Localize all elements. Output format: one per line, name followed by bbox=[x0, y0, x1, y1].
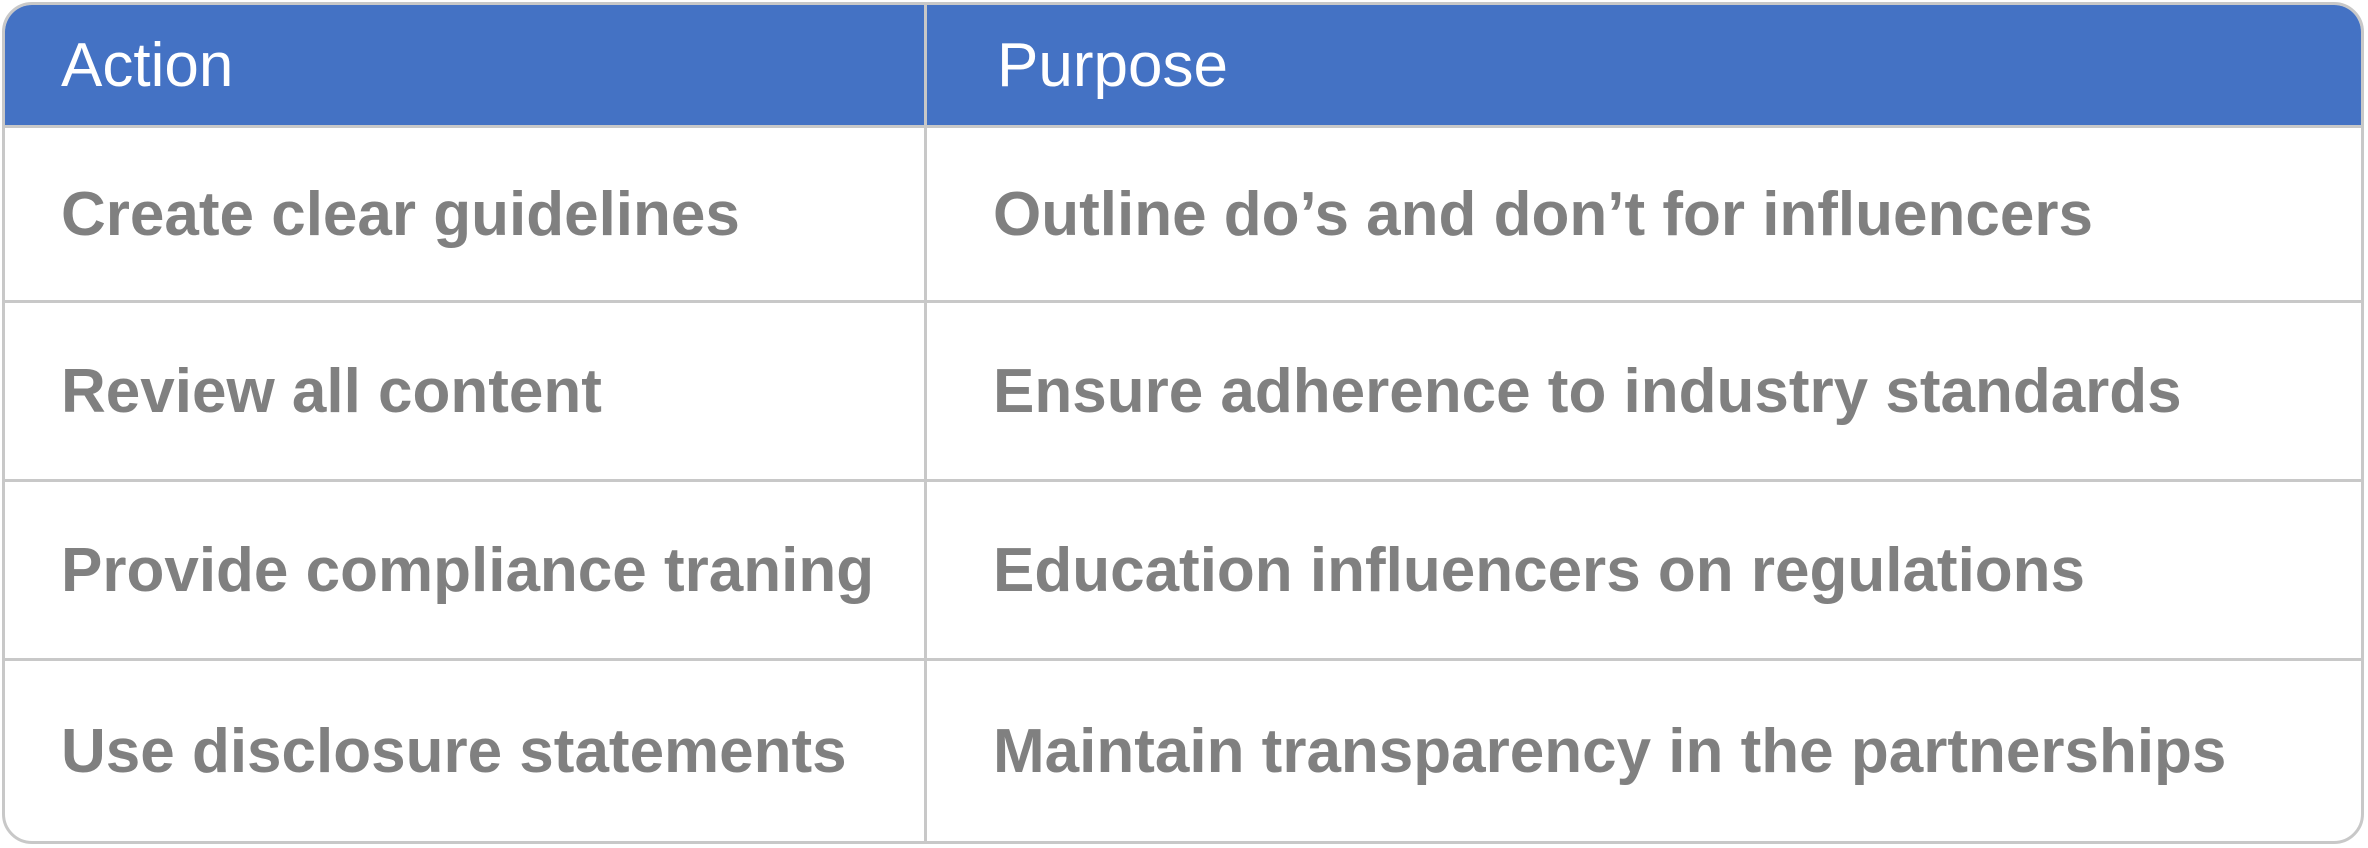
header-action: Action bbox=[5, 5, 927, 125]
action-cell: Provide compliance traning bbox=[5, 482, 927, 658]
table-row: Provide compliance traning Education inf… bbox=[5, 482, 2361, 661]
purpose-cell: Outline do’s and don’t for influencers bbox=[993, 179, 2093, 249]
purpose-cell: Maintain transparency in the partnership… bbox=[993, 716, 2227, 786]
header-purpose: Purpose bbox=[997, 30, 1228, 100]
purpose-cell: Education influencers on regulations bbox=[993, 535, 2086, 605]
table-row: Use disclosure statements Maintain trans… bbox=[5, 661, 2361, 841]
table-row: Create clear guidelines Outline do’s and… bbox=[5, 128, 2361, 303]
table-row: Review all content Ensure adherence to i… bbox=[5, 303, 2361, 482]
table-header-row: Action Purpose bbox=[5, 5, 2361, 128]
action-cell: Review all content bbox=[5, 303, 927, 479]
action-cell: Use disclosure statements bbox=[5, 661, 927, 841]
action-cell: Create clear guidelines bbox=[5, 128, 927, 300]
purpose-cell: Ensure adherence to industry standards bbox=[993, 356, 2182, 426]
